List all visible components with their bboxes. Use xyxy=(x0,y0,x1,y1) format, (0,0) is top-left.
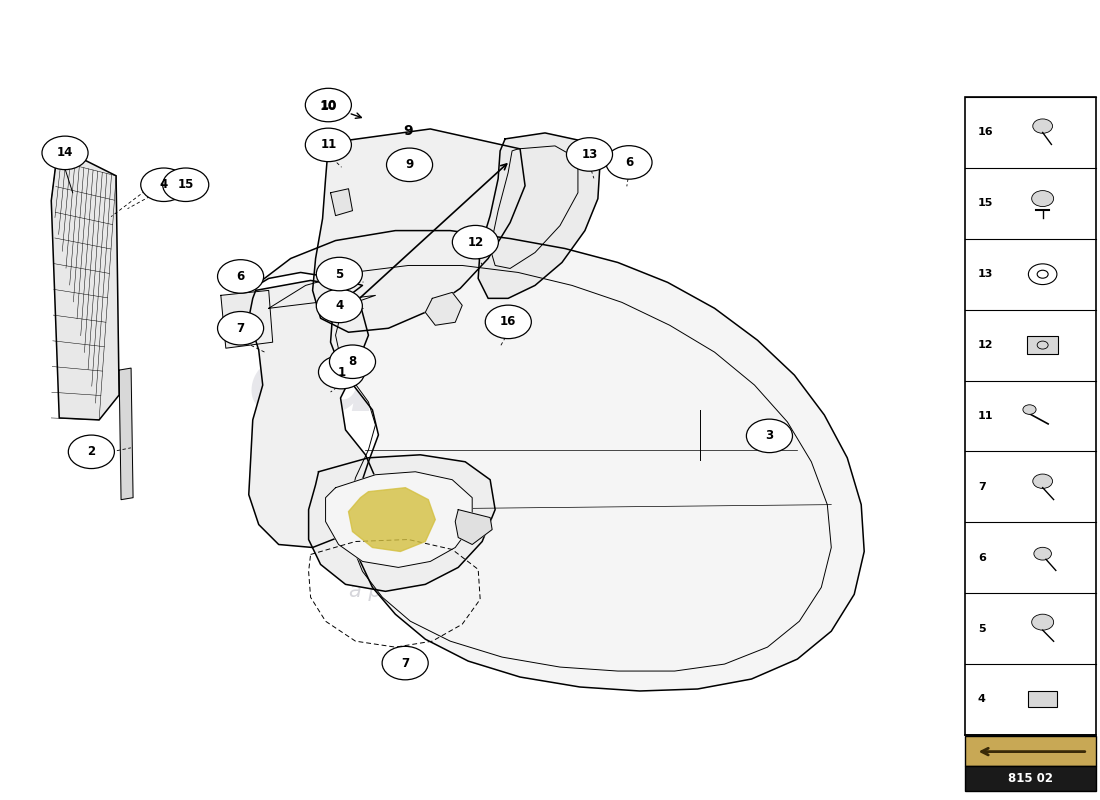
Text: 815 02: 815 02 xyxy=(1008,772,1053,786)
Circle shape xyxy=(141,168,187,202)
Polygon shape xyxy=(52,156,119,420)
Text: a passion for parts since 1985: a passion for parts since 1985 xyxy=(349,582,663,602)
Text: 16: 16 xyxy=(978,127,993,138)
Circle shape xyxy=(1032,190,1054,206)
Polygon shape xyxy=(349,488,436,551)
Text: 12: 12 xyxy=(978,340,993,350)
Polygon shape xyxy=(455,510,492,545)
Text: 9: 9 xyxy=(404,124,414,138)
Text: 7: 7 xyxy=(402,657,409,670)
Polygon shape xyxy=(249,281,375,547)
Circle shape xyxy=(42,136,88,170)
Text: 15: 15 xyxy=(978,198,993,208)
Circle shape xyxy=(566,138,613,171)
Text: 11: 11 xyxy=(978,411,993,421)
Text: 9: 9 xyxy=(406,158,414,171)
Polygon shape xyxy=(221,290,273,348)
Text: 12: 12 xyxy=(468,236,484,249)
Text: 5: 5 xyxy=(978,623,986,634)
Circle shape xyxy=(1032,614,1054,630)
Text: 16: 16 xyxy=(500,315,517,328)
Text: 4: 4 xyxy=(978,694,986,705)
Polygon shape xyxy=(249,230,865,691)
Circle shape xyxy=(218,260,264,293)
Circle shape xyxy=(606,146,652,179)
Text: 10: 10 xyxy=(320,99,338,113)
Text: 15: 15 xyxy=(177,178,194,191)
Text: 6: 6 xyxy=(625,156,634,169)
Text: 13: 13 xyxy=(582,148,597,161)
Circle shape xyxy=(330,345,375,378)
FancyBboxPatch shape xyxy=(1027,336,1058,354)
Circle shape xyxy=(218,311,264,345)
Polygon shape xyxy=(478,133,600,298)
Text: 2: 2 xyxy=(87,446,96,458)
Text: 13: 13 xyxy=(978,270,993,279)
Text: 7: 7 xyxy=(236,322,244,334)
Text: 11: 11 xyxy=(320,138,337,151)
Circle shape xyxy=(306,128,351,162)
Circle shape xyxy=(163,168,209,202)
Circle shape xyxy=(485,305,531,338)
Text: 7: 7 xyxy=(978,482,986,492)
FancyBboxPatch shape xyxy=(965,766,1097,790)
Text: 8: 8 xyxy=(349,355,356,368)
Text: 1: 1 xyxy=(338,366,345,378)
Polygon shape xyxy=(331,189,352,216)
Circle shape xyxy=(386,148,432,182)
Text: 6: 6 xyxy=(978,553,986,562)
Circle shape xyxy=(319,355,364,389)
Circle shape xyxy=(317,258,362,290)
Polygon shape xyxy=(312,129,525,332)
FancyBboxPatch shape xyxy=(1028,691,1057,707)
Circle shape xyxy=(306,88,351,122)
Text: ares: ares xyxy=(464,434,702,526)
Circle shape xyxy=(1034,547,1052,560)
Text: 3: 3 xyxy=(766,430,773,442)
FancyBboxPatch shape xyxy=(965,97,1097,735)
Text: 14: 14 xyxy=(57,146,74,159)
Circle shape xyxy=(1023,405,1036,414)
Polygon shape xyxy=(426,292,462,326)
Polygon shape xyxy=(119,368,133,500)
Text: 4: 4 xyxy=(160,178,168,191)
Polygon shape xyxy=(326,472,472,567)
Circle shape xyxy=(1033,119,1053,134)
Text: 6: 6 xyxy=(236,270,244,283)
Text: 5: 5 xyxy=(336,267,343,281)
Polygon shape xyxy=(309,455,495,591)
Circle shape xyxy=(317,289,362,322)
Circle shape xyxy=(68,435,114,469)
Circle shape xyxy=(382,646,428,680)
Circle shape xyxy=(1033,474,1053,489)
Text: europ: europ xyxy=(248,338,568,430)
FancyBboxPatch shape xyxy=(965,737,1097,766)
Circle shape xyxy=(452,226,498,259)
Text: 10: 10 xyxy=(320,98,337,111)
Circle shape xyxy=(747,419,792,453)
Text: 4: 4 xyxy=(336,299,343,313)
